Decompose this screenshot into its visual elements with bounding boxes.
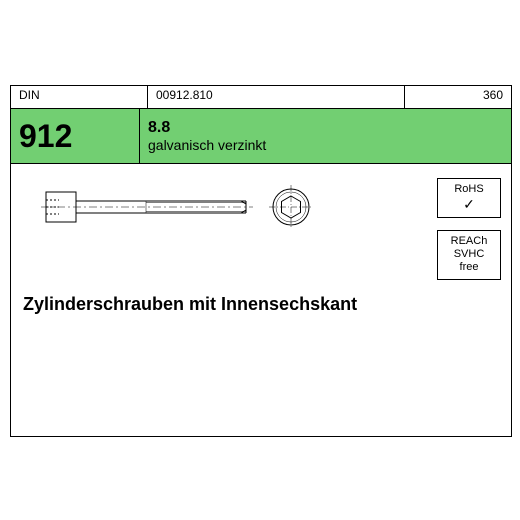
rohs-check-icon: ✓: [440, 196, 498, 213]
code-right: 360: [405, 86, 511, 108]
reach-line2: SVHC: [440, 248, 498, 261]
product-card: DIN 00912.810 360 912 8.8 galvanisch ver…: [10, 85, 512, 437]
screw-drawing: [41, 182, 331, 252]
finish-text: galvanisch verzinkt: [148, 137, 503, 153]
spec-row: 912 8.8 galvanisch verzinkt: [11, 109, 511, 164]
reach-line3: free: [440, 261, 498, 274]
reach-line1: REACh: [440, 235, 498, 248]
article-number: 00912.810: [148, 86, 405, 108]
din-number: 912: [19, 118, 72, 155]
rohs-label: RoHS: [440, 183, 498, 196]
spec-details: 8.8 galvanisch verzinkt: [140, 109, 511, 163]
din-number-cell: 912: [11, 109, 140, 163]
rohs-badge: RoHS ✓: [437, 178, 501, 218]
header-row: DIN 00912.810 360: [11, 86, 511, 109]
standard-label: DIN: [11, 86, 148, 108]
product-title: Zylinderschrauben mit Innensechskant: [23, 294, 357, 315]
strength-grade: 8.8: [148, 119, 503, 137]
reach-badge: REACh SVHC free: [437, 230, 501, 280]
content-area: Zylinderschrauben mit Innensechskant RoH…: [11, 164, 511, 436]
